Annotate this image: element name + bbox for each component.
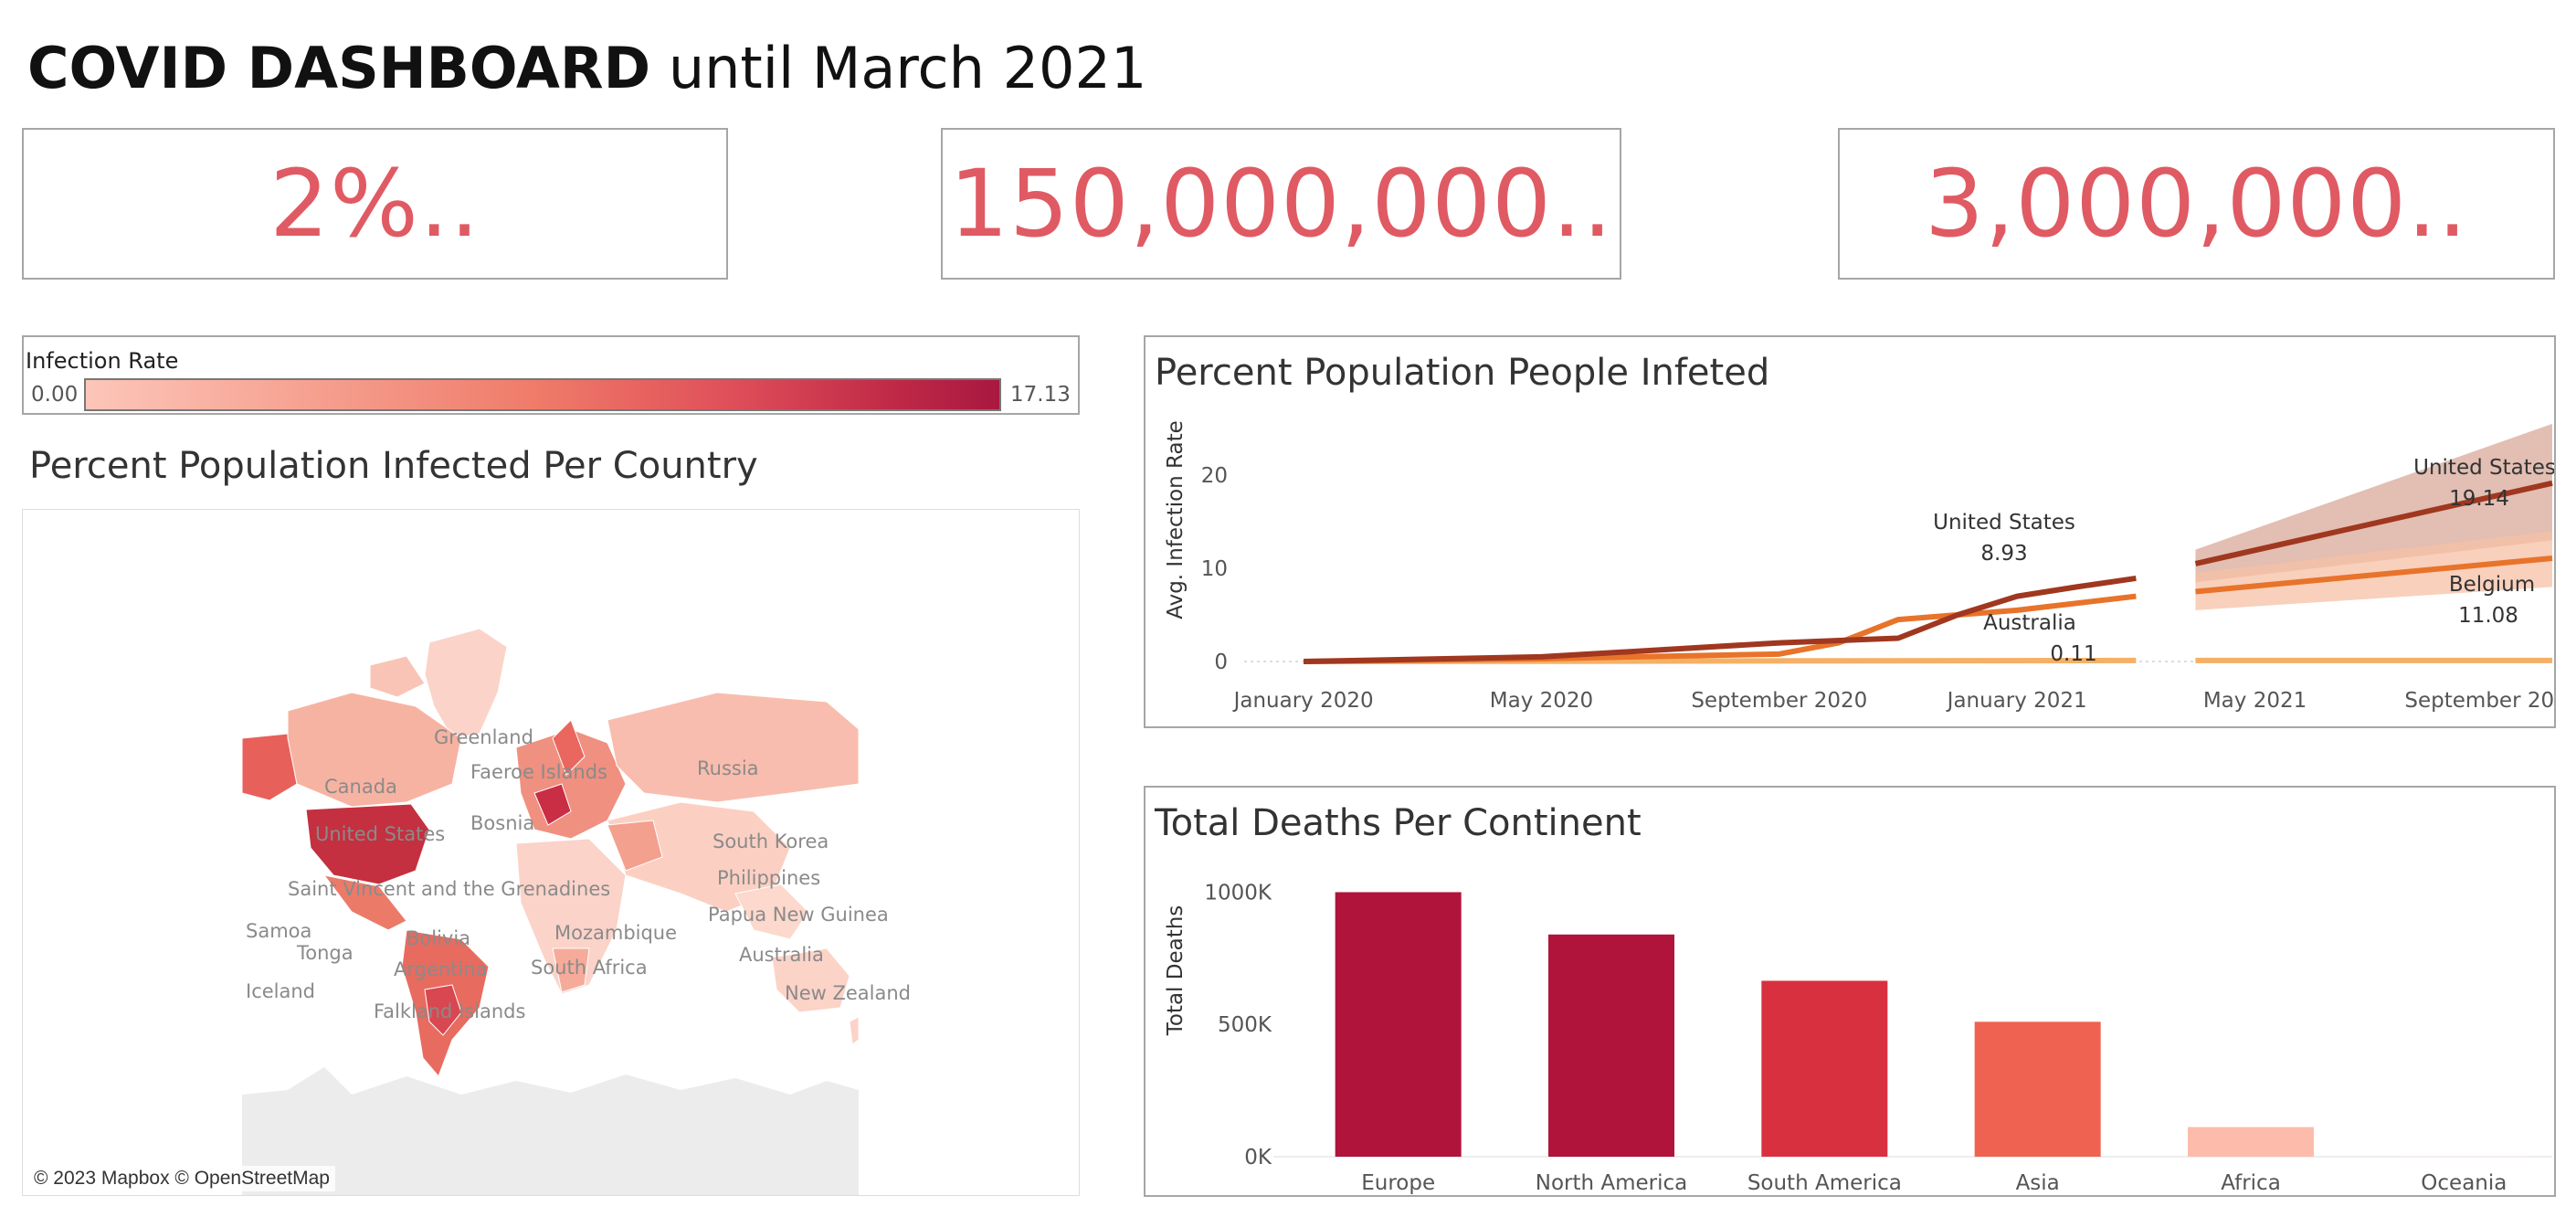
country-alaska[interactable]: [241, 733, 298, 801]
continent-africa[interactable]: [515, 838, 627, 995]
map-label: Papua New Guinea: [708, 904, 889, 926]
line-chart-panel: Percent Population People Infeted Avg. I…: [1144, 335, 2556, 728]
bar-europe[interactable]: [1335, 892, 1462, 1157]
bar-category-label: Europe: [1361, 1171, 1435, 1195]
map-label: Argentina: [394, 958, 487, 980]
line-chart-svg[interactable]: Avg. Infection Rate 0 10 20 January 2020 Ma…: [1145, 337, 2554, 726]
country-canada[interactable]: [287, 692, 462, 808]
bar-category-label: Asia: [2016, 1171, 2060, 1195]
map-label: Tonga: [296, 942, 354, 964]
bar-y-tick-label: 500K: [1218, 1013, 1272, 1037]
y-tick-label: 20: [1201, 464, 1228, 488]
title-bold: COVID DASHBOARD: [27, 35, 651, 101]
bar-chart-panel: Total Deaths Per Continent Total Deaths …: [1144, 786, 2556, 1197]
region-southeast-asia[interactable]: [734, 884, 809, 940]
forecast-band-belgium: [2195, 531, 2552, 610]
legend-gradient-bar: [84, 378, 1001, 411]
country-mexico[interactable]: [322, 874, 407, 931]
map-label: New Zealand: [785, 982, 911, 1004]
map-label: United States: [315, 823, 445, 845]
x-tick-label: September 2020: [1691, 689, 1867, 713]
country-czechia[interactable]: [533, 783, 572, 826]
country-australia[interactable]: [771, 947, 850, 1013]
bar-africa[interactable]: [2188, 1127, 2314, 1157]
country-new-zealand[interactable]: [849, 1016, 860, 1045]
infection-rate-legend: Infection Rate 0.00 17.13: [22, 335, 1080, 415]
bar-y-tick-label: 1000K: [1204, 881, 1272, 905]
bar-category-label: South America: [1747, 1171, 1902, 1195]
map-label: Canada: [324, 776, 397, 798]
x-tick-label: May 2020: [1490, 689, 1593, 713]
bar-category-label: Africa: [2221, 1171, 2281, 1195]
annotation-us-forecast-name: United States: [2413, 456, 2554, 480]
map-label: Philippines: [717, 867, 820, 889]
country-argentina[interactable]: [424, 984, 462, 1036]
legend-title: Infection Rate: [26, 348, 179, 374]
country-united-states[interactable]: [305, 803, 430, 885]
map-svg[interactable]: Greenland Faeroe Islands Canada Bosnia U…: [23, 510, 1080, 1196]
map-label: Australia: [739, 944, 824, 966]
bar-asia[interactable]: [1974, 1021, 2101, 1157]
legend-max: 17.13: [1010, 383, 1071, 407]
kpi-card-total-cases[interactable]: 150,000,000..: [941, 128, 1621, 280]
dashboard-title: COVID DASHBOARD until March 2021: [27, 35, 1146, 101]
country-russia[interactable]: [607, 692, 860, 803]
world-map[interactable]: Greenland Faeroe Islands Canada Bosnia U…: [22, 509, 1080, 1196]
annotation-us-forecast-value: 19.14: [2449, 487, 2509, 511]
bar-y-tick-label: 0K: [1244, 1146, 1272, 1169]
map-label: Bolivia: [406, 927, 470, 949]
kpi-card-total-deaths[interactable]: 3,000,000..: [1838, 128, 2555, 280]
kpi-value: 150,000,000..: [949, 149, 1613, 259]
title-rest: until March 2021: [668, 35, 1147, 101]
x-tick-label: January 2020: [1232, 689, 1374, 713]
annotation-us-value: 8.93: [1980, 542, 2027, 566]
map-label: Mozambique: [554, 922, 677, 944]
x-tick-label: January 2021: [1946, 689, 2087, 713]
bar-chart-svg[interactable]: Total Deaths 0K 500K 1000K Europe North Ame…: [1145, 788, 2554, 1195]
antarctica-shape: [242, 1067, 859, 1195]
line-chart-ylabel: Avg. Infection Rate: [1164, 420, 1188, 619]
map-label: Bosnia: [470, 812, 534, 834]
bar-north-america[interactable]: [1548, 934, 1674, 1157]
legend-min: 0.00: [31, 383, 79, 407]
y-tick-label: 10: [1201, 557, 1228, 581]
country-south-africa[interactable]: [552, 947, 590, 993]
bar-category-label: Oceania: [2421, 1171, 2507, 1195]
x-tick-label: September 2021: [2404, 689, 2554, 713]
map-label: South Korea: [713, 831, 829, 852]
map-label: Russia: [697, 757, 759, 779]
annotation-australia-name: Australia: [1983, 611, 2076, 635]
forecast-line-united-states[interactable]: [2194, 480, 2553, 566]
map-label: Faeroe Islands: [470, 761, 607, 783]
bar-category-label: North America: [1536, 1171, 1688, 1195]
annotation-belgium-value: 11.08: [2458, 604, 2518, 628]
map-credit: © 2023 Mapbox © OpenStreetMap: [28, 1166, 335, 1191]
kpi-card-infection-percent[interactable]: 2%..: [22, 128, 728, 280]
y-tick-label: 0: [1214, 651, 1228, 674]
map-label: Falkland Islands: [374, 1000, 525, 1022]
map-label: Saint Vincent and the Grenadines: [288, 878, 610, 900]
country-middle-east[interactable]: [607, 820, 663, 872]
country-scandinavia[interactable]: [552, 719, 586, 776]
bar-south-america[interactable]: [1761, 980, 1888, 1157]
annotation-australia-value: 0.11: [2050, 642, 2096, 666]
annotation-us-name: United States: [1933, 511, 2075, 534]
map-label: South Africa: [531, 957, 648, 979]
country-arctic-islands[interactable]: [369, 655, 426, 698]
x-tick-label: May 2021: [2203, 689, 2307, 713]
kpi-value: 2%..: [269, 149, 480, 259]
kpi-value: 3,000,000..: [1925, 149, 2468, 259]
line-chart-title: Percent Population People Infeted: [1155, 352, 1770, 394]
map-label: Iceland: [246, 980, 315, 1002]
bar-chart-title: Total Deaths Per Continent: [1155, 802, 1642, 844]
bar-chart-ylabel: Total Deaths: [1164, 905, 1188, 1037]
annotation-belgium-name: Belgium: [2449, 573, 2535, 597]
country-greenland[interactable]: [424, 628, 508, 739]
map-title: Percent Population Infected Per Country: [29, 445, 758, 487]
series-line-united-states[interactable]: [1304, 575, 2137, 664]
map-label: Greenland: [434, 726, 533, 748]
map-label: Samoa: [246, 920, 311, 942]
forecast-line-belgium[interactable]: [2195, 555, 2553, 595]
